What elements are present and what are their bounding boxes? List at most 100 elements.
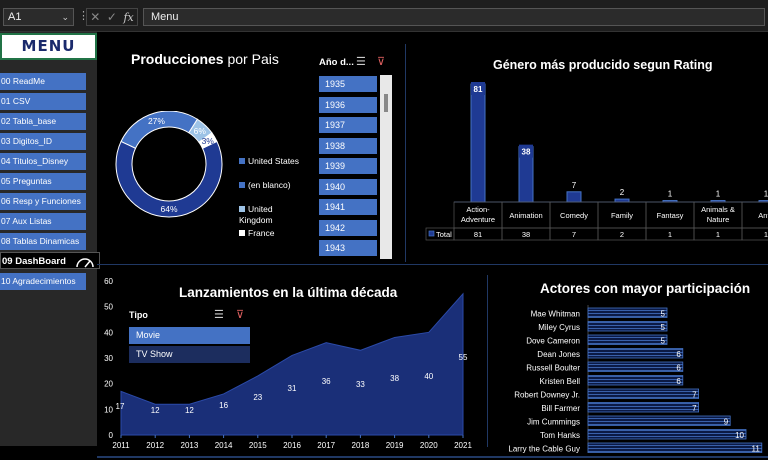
actores-bar-chart: Mae Whitman 5 Miley Cyrus 5 Dove Cameron 5 Dea… bbox=[508, 305, 763, 454]
bar bbox=[587, 429, 747, 440]
divider-vertical-top bbox=[405, 44, 406, 262]
year-option[interactable]: 1938 bbox=[319, 137, 377, 154]
bar-data-label: 7 bbox=[572, 181, 577, 190]
x-tick-label: 2020 bbox=[420, 441, 438, 450]
x-tick-label: Anth bbox=[758, 211, 768, 220]
lanzamientos-area-chart: 0 10 20 30 40 50 60 2011 2012 2013 2014 2015 2016 201… bbox=[104, 277, 472, 450]
bar-data-label: 9 bbox=[724, 418, 729, 427]
chevron-down-icon[interactable]: ⌄ bbox=[61, 12, 69, 22]
x-tick-label: 2019 bbox=[386, 441, 404, 450]
area-data-label: 17 bbox=[116, 402, 125, 411]
cancel-icon[interactable]: ✕ bbox=[90, 10, 101, 24]
x-tick-label: Nature bbox=[707, 215, 730, 224]
table-value: 1 bbox=[668, 230, 672, 239]
speedometer-icon bbox=[76, 258, 94, 268]
check-icon[interactable]: ✓ bbox=[106, 10, 117, 24]
x-tick-label: Family bbox=[611, 211, 633, 220]
x-tick-label: 2017 bbox=[317, 441, 335, 450]
area-data-label: 40 bbox=[424, 372, 433, 381]
x-tick-label: 2014 bbox=[215, 441, 233, 450]
bar-data-label: 81 bbox=[474, 85, 483, 94]
producciones-title-rest: por Pais bbox=[223, 51, 279, 67]
sidebar: MENU 00 ReadMe 01 CSV 02 Tabla_base 03 Digi… bbox=[0, 32, 100, 446]
menu-item[interactable]: 04 Titulos_Disney bbox=[0, 153, 86, 170]
formula-input[interactable]: Menu bbox=[143, 8, 765, 26]
table-value: 7 bbox=[572, 230, 576, 239]
year-option[interactable]: 1937 bbox=[319, 117, 377, 133]
tipo-option-tv-show[interactable]: TV Show bbox=[129, 346, 250, 363]
formula-bar: A1 ⌄ ⋮ ✕ ✓ fx Menu bbox=[0, 0, 768, 32]
year-slicer-scrollbar[interactable] bbox=[380, 75, 392, 259]
year-option[interactable]: 1942 bbox=[319, 219, 377, 236]
menu-item[interactable]: 10 Agradecimientos bbox=[0, 273, 86, 290]
area-data-label: 16 bbox=[219, 401, 228, 410]
y-tick-label: 0 bbox=[109, 431, 114, 440]
bar-data-label: 6 bbox=[676, 377, 681, 386]
bar-data-label: 5 bbox=[661, 310, 666, 319]
x-tick-label: 2021 bbox=[454, 441, 472, 450]
menu-title[interactable]: MENU bbox=[0, 33, 97, 60]
bar bbox=[587, 388, 699, 399]
x-tick-label: Adventure bbox=[461, 215, 495, 224]
menu-item[interactable]: 01 CSV bbox=[0, 93, 86, 110]
year-option[interactable]: 1935 bbox=[319, 76, 377, 92]
menu-item[interactable]: 07 Aux Listas bbox=[0, 213, 86, 230]
menu-item[interactable]: 05 Preguntas bbox=[0, 173, 86, 190]
table-value: 1 bbox=[716, 230, 720, 239]
year-option[interactable]: 1936 bbox=[319, 96, 377, 113]
year-option[interactable]: 1941 bbox=[319, 199, 377, 215]
y-tick-label: Miley Cyrus bbox=[538, 323, 580, 332]
legend-label: France bbox=[248, 228, 275, 238]
legend-swatch bbox=[239, 158, 245, 164]
bar-data-label: 5 bbox=[661, 337, 666, 346]
menu-item[interactable]: 09 DashBoard bbox=[0, 252, 100, 269]
scroll-thumb[interactable] bbox=[384, 94, 388, 112]
bar-data-label: 10 bbox=[735, 431, 744, 440]
x-tick-label: 2012 bbox=[146, 441, 164, 450]
bar-data-label: 1 bbox=[716, 190, 721, 199]
name-box[interactable]: A1 ⌄ bbox=[3, 8, 74, 26]
y-tick-label: 30 bbox=[104, 354, 113, 363]
legend-swatch bbox=[239, 230, 245, 236]
area-data-label: 36 bbox=[322, 377, 331, 386]
pie-slice bbox=[198, 132, 218, 149]
x-tick-label: Animation bbox=[509, 211, 542, 220]
y-tick-label: Dean Jones bbox=[537, 350, 580, 359]
donut-chart: 64% 27% 6%3% bbox=[115, 111, 223, 218]
multi-select-icon[interactable]: ☰ bbox=[214, 309, 224, 321]
bar bbox=[587, 334, 668, 345]
bar-label-bg bbox=[519, 144, 533, 158]
menu-item[interactable]: 00 ReadMe bbox=[0, 73, 86, 90]
x-tick-label: Action- bbox=[466, 205, 490, 214]
genero-bar-chart: 81 Action-Adventure 81 38 Animation 38 7 Comedy… bbox=[425, 82, 768, 241]
bar-data-label: 7 bbox=[692, 404, 697, 413]
clear-filter-icon[interactable]: ⊽ bbox=[377, 56, 386, 68]
table-value: 2 bbox=[620, 230, 624, 239]
area-data-label: 33 bbox=[356, 380, 365, 389]
year-option[interactable]: 1939 bbox=[319, 158, 377, 174]
formula-buttons: ✕ ✓ fx bbox=[86, 8, 138, 26]
bar-data-label: 38 bbox=[522, 148, 531, 157]
multi-select-icon[interactable]: ☰ bbox=[356, 56, 366, 68]
menu-item[interactable]: 02 Tabla_base bbox=[0, 113, 86, 130]
legend-united-states: United States bbox=[239, 156, 319, 166]
lanzamientos-title: Lanzamientos en la última década bbox=[179, 285, 398, 300]
clear-filter-icon[interactable]: ⊽ bbox=[236, 309, 245, 321]
y-tick-label: Kristen Bell bbox=[540, 377, 581, 386]
legend-swatch bbox=[239, 182, 245, 188]
y-tick-label: Tom Hanks bbox=[540, 431, 580, 440]
legend-swatch bbox=[239, 206, 245, 212]
pie-data-label: 27% bbox=[148, 116, 165, 126]
year-option[interactable]: 1943 bbox=[319, 240, 377, 256]
y-tick-label: 20 bbox=[104, 380, 113, 389]
year-option[interactable]: 1940 bbox=[319, 178, 377, 195]
tipo-option-movie[interactable]: Movie bbox=[129, 327, 250, 344]
insert-function-icon[interactable]: fx bbox=[123, 10, 134, 24]
y-tick-label: 40 bbox=[104, 328, 113, 337]
menu-item[interactable]: 08 Tablas Dinamicas bbox=[0, 233, 86, 250]
menu-item[interactable]: 03 Digitos_ID bbox=[0, 133, 86, 150]
area-data-label: 23 bbox=[253, 393, 262, 402]
y-tick-label: Larry the Cable Guy bbox=[508, 445, 580, 454]
more-icon[interactable]: ⋮ bbox=[78, 10, 89, 22]
menu-item[interactable]: 06 Resp y Funciones bbox=[0, 193, 86, 210]
